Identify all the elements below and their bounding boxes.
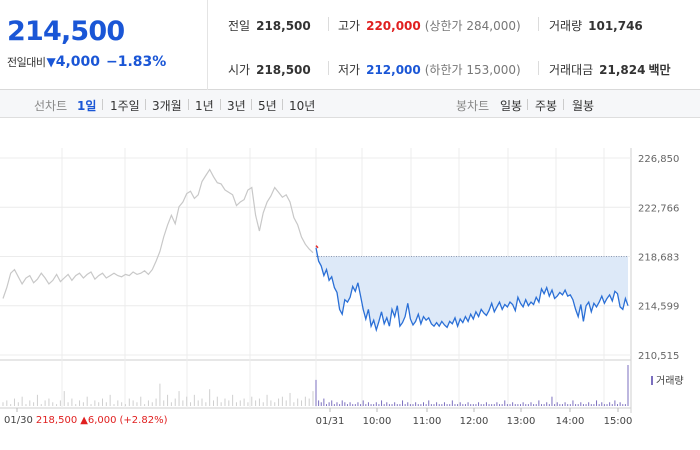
- stat-value: 218,500: [256, 63, 311, 77]
- toolbar-divider: [102, 99, 103, 110]
- y-tick-label: 226,850: [638, 154, 679, 165]
- period-monthly-candle[interactable]: 월봉: [572, 99, 595, 113]
- toolbar-divider: [527, 99, 528, 110]
- stat-label: 저가: [338, 63, 361, 77]
- stat-sub: (하한가 153,000): [424, 63, 521, 77]
- toolbar-divider: [282, 99, 283, 110]
- x-tick-label: 01/31: [316, 416, 345, 427]
- stat-label: 거래량: [549, 19, 583, 33]
- change-percent: −1.83%: [106, 54, 167, 70]
- prev-day-date: 01/30: [4, 415, 33, 426]
- x-tick-label: 12:00: [460, 416, 489, 427]
- change-label: 전일대비: [7, 56, 46, 69]
- period-3y[interactable]: 3년: [227, 99, 246, 113]
- stat-prev-close: 전일 218,500: [228, 17, 311, 34]
- x-tick-label: 14:00: [556, 416, 585, 427]
- stat-value: 101,746: [588, 19, 643, 33]
- prev-day-series-line: [2, 168, 314, 299]
- period-10y[interactable]: 10년: [289, 99, 316, 113]
- stat-open: 시가 218,500: [228, 61, 311, 78]
- today-area-fill: [316, 247, 628, 330]
- stat-divider: [328, 61, 329, 75]
- stat-low: 저가 212,000 (하한가 153,000): [338, 61, 521, 78]
- stat-amount: 거래대금 21,824 백만: [549, 61, 671, 78]
- stat-divider: [328, 17, 329, 31]
- period-daily-candle[interactable]: 일봉: [500, 99, 523, 113]
- toolbar-divider: [251, 99, 252, 110]
- volume-legend: 거래량: [651, 372, 684, 387]
- stat-value: 212,000: [366, 63, 421, 77]
- stat-value: 21,824: [599, 63, 646, 77]
- price-block: 214,500 전일대비▼4,000 −1.83%: [0, 0, 208, 90]
- y-tick-label: 214,599: [638, 302, 679, 313]
- stat-volume: 거래량 101,746: [549, 17, 643, 34]
- period-3m[interactable]: 3개월: [152, 99, 182, 113]
- stat-label: 전일: [228, 19, 251, 33]
- stat-divider: [538, 61, 539, 75]
- chart-toolbar: 선차트 1일 1주일 3개월 1년 3년 5년 10년 봉차트 일봉 주봉 월봉: [0, 90, 700, 118]
- current-price: 214,500: [7, 16, 125, 47]
- stat-value: 220,000: [366, 19, 421, 33]
- stat-label: 시가: [228, 63, 251, 77]
- x-tick-label: 11:00: [413, 416, 442, 427]
- stat-high: 고가 220,000 (상한가 284,000): [338, 17, 521, 34]
- volume-legend-swatch: [651, 376, 653, 385]
- toolbar-divider: [220, 99, 221, 110]
- today-series-line: [315, 247, 629, 333]
- opening-tick: [315, 245, 319, 249]
- toolbar-divider: [145, 99, 146, 110]
- stat-label: 고가: [338, 19, 361, 33]
- up-arrow-icon: ▲: [80, 415, 88, 426]
- change-amount: 4,000: [55, 54, 101, 70]
- toolbar-divider: [563, 99, 564, 110]
- prev-day-percent: (+2.82%): [119, 415, 168, 426]
- stat-divider: [538, 17, 539, 31]
- prev-day-change: 6,000: [87, 415, 117, 426]
- y-tick-label: 222,766: [638, 203, 679, 214]
- price-chart: 226,850 222,766 218,683 214,599 210,515 01/31…: [0, 148, 679, 427]
- period-1w[interactable]: 1주일: [110, 99, 140, 113]
- stat-sub: (상한가 284,000): [424, 19, 521, 33]
- change-row: 전일대비▼4,000 −1.83%: [7, 54, 166, 70]
- y-tick-label: 210,515: [638, 351, 679, 362]
- line-chart-label: 선차트: [34, 99, 68, 113]
- prev-day-price: 218,500: [35, 415, 78, 426]
- candle-chart-label: 봉차트: [456, 99, 490, 113]
- down-arrow-icon: ▼: [46, 55, 56, 69]
- prev-day-info: 01/30 218,500 ▲6,000 (+2.82%): [4, 415, 167, 426]
- period-5y[interactable]: 5년: [258, 99, 277, 113]
- stat-label: 거래대금: [549, 63, 594, 77]
- chart-area: 226,850 222,766 218,683 214,599 210,515 01/31…: [0, 118, 700, 450]
- period-weekly-candle[interactable]: 주봉: [535, 99, 558, 113]
- x-tick-label: 15:00: [604, 416, 633, 427]
- quote-header: 214,500 전일대비▼4,000 −1.83% 전일 218,500 고가 220…: [0, 0, 700, 90]
- volume-legend-label: 거래량: [656, 376, 684, 387]
- x-tick-label: 10:00: [363, 416, 392, 427]
- x-tick-label: 13:00: [507, 416, 536, 427]
- period-1y[interactable]: 1년: [195, 99, 214, 113]
- toolbar-divider: [188, 99, 189, 110]
- stat-value: 218,500: [256, 19, 311, 33]
- period-1d[interactable]: 1일: [77, 99, 97, 113]
- y-tick-label: 218,683: [638, 252, 679, 263]
- stat-unit: 백만: [648, 63, 671, 77]
